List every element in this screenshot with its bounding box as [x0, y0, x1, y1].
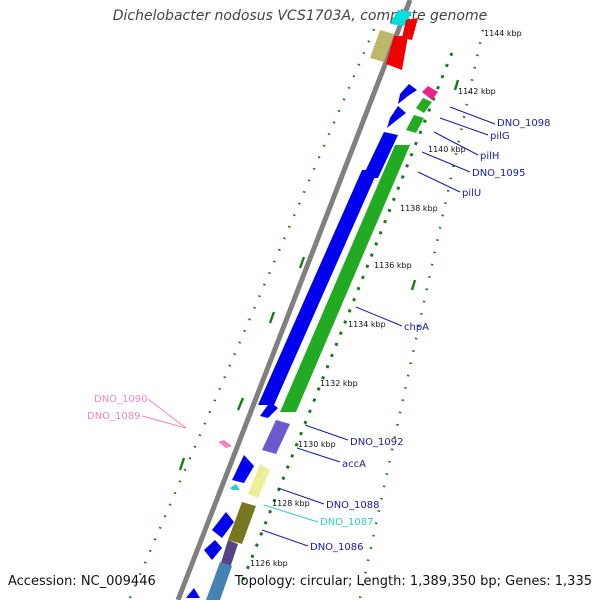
forward-gene-7	[204, 540, 222, 560]
label-leader-lines	[141, 106, 496, 547]
forward-gene-1	[362, 132, 398, 178]
feature-red	[386, 36, 408, 70]
gc-dash-1	[236, 397, 245, 411]
gene-label-dno-1098: DNO_1098	[497, 118, 551, 129]
ruler-label-1134: 1134 kbp	[348, 320, 386, 329]
accession-text: Accession: NC_009446	[8, 574, 156, 589]
forward-gene-8	[186, 588, 200, 598]
feature-red-2	[402, 18, 418, 40]
forward-gene-3	[398, 84, 417, 104]
gene-label-pilg: pilG	[490, 131, 510, 142]
ruler-label-1126: 1126 kbp	[250, 559, 288, 568]
gc-dash-2	[268, 311, 276, 324]
gc-content-track-outer	[358, 19, 487, 599]
ruler-label-1132: 1132 kbp	[320, 379, 358, 388]
gc-dash-3	[298, 256, 306, 269]
forward-gene-long	[258, 170, 378, 405]
reverse-gene-pilU	[397, 142, 411, 168]
ruler-label-1138: 1138 kbp	[400, 204, 438, 213]
genome-backbone	[175, 0, 413, 600]
dno-1098-feature	[422, 86, 438, 100]
feature-khaki	[370, 30, 394, 62]
feature-steelblue	[206, 562, 232, 600]
ruler-label-1144: 1144 kbp	[484, 29, 522, 38]
forward-gene-6	[212, 512, 234, 538]
forward-gene-5	[232, 455, 254, 483]
reverse-gene-pilH	[406, 115, 424, 133]
genome-summary-text: Topology: circular; Length: 1,389,350 bp…	[234, 574, 592, 589]
reverse-gene-pilG	[416, 98, 432, 113]
gc-dash-4	[178, 457, 186, 471]
ruler-labels: 1126 kbp 1128 kbp 1130 kbp 1132 kbp 1134…	[250, 29, 522, 568]
ruler-label-1128: 1128 kbp	[272, 499, 310, 508]
gc-dash-6	[453, 79, 460, 91]
gene-label-dno-1089: DNO_1089	[87, 411, 141, 422]
reverse-gene-long	[280, 145, 410, 412]
forward-gene-2	[387, 106, 406, 128]
ruler-label-1142: 1142 kbp	[458, 87, 496, 96]
forward-gene-4	[260, 402, 278, 418]
feature-pink-small	[218, 440, 232, 448]
gene-label-dno-1092: DNO_1092	[350, 437, 404, 448]
gene-label-dno-1095: DNO_1095	[472, 168, 526, 179]
gene-label-dno-1086: DNO_1086	[310, 542, 364, 553]
gene-label-chpa: chpA	[404, 322, 429, 333]
feature-cyan	[390, 10, 412, 26]
gene-label-dno-1090: DNO_1090	[94, 394, 148, 405]
feature-purple	[220, 540, 238, 568]
gc-dash-5	[410, 279, 417, 291]
gene-label-dno-1087: DNO_1087	[320, 517, 374, 528]
gene-label-dno-1088: DNO_1088	[326, 500, 380, 511]
feature-lavender	[262, 420, 290, 454]
gene-label-acca: accA	[342, 459, 366, 470]
feature-olive	[228, 502, 256, 544]
ruler-label-1136: 1136 kbp	[374, 261, 412, 270]
ruler-label-1130: 1130 kbp	[298, 440, 336, 449]
feature-yellow	[248, 464, 270, 498]
gene-labels: DNO_1098 pilG pilH DNO_1095 pilU chpA DN…	[87, 118, 551, 553]
gene-label-pilh: pilH	[480, 151, 499, 162]
ruler-label-1140: 1140 kbp	[428, 145, 466, 154]
gene-label-pilu: pilU	[462, 188, 481, 199]
feature-cyan-small	[230, 484, 240, 490]
